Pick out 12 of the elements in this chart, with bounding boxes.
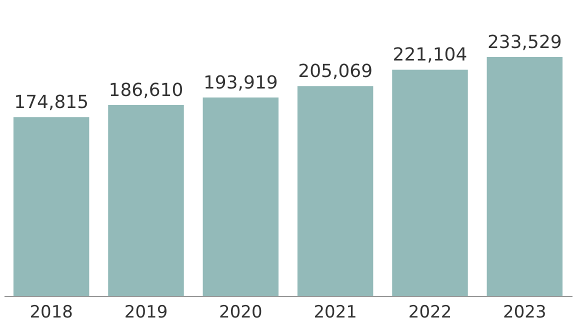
x-tick-label: 2019	[124, 302, 168, 322]
x-tick-label: 2022	[408, 302, 452, 322]
x-tick-label: 2020	[219, 302, 262, 322]
data-label: 174,815	[14, 92, 89, 114]
data-label: 193,919	[203, 72, 278, 94]
x-tick-label: 2018	[30, 302, 73, 322]
data-label: 205,069	[298, 61, 373, 82]
x-tick-label: 2023	[503, 302, 546, 322]
x-tick-label: 2021	[314, 302, 357, 322]
data-label: 233,529	[487, 32, 562, 53]
data-label: 186,610	[108, 80, 184, 102]
data-label: 221,104	[392, 44, 468, 66]
